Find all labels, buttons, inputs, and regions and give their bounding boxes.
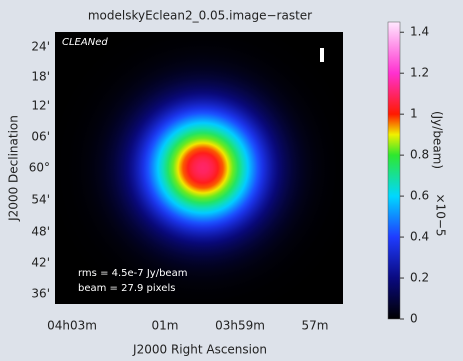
x-tick-label: 01m [152, 319, 179, 333]
annotation: rms = 4.5e-7 Jy/beam [78, 268, 187, 279]
colorbar-tick-label: 1.4 [410, 25, 429, 39]
y-tick-label: 06' [31, 130, 50, 144]
y-tick-label: 12' [31, 99, 50, 113]
colorbar-label: (Jy/beam) [431, 111, 445, 169]
y-tick-label: 36' [31, 287, 50, 301]
annotation: beam = 27.9 pixels [78, 283, 175, 294]
annotation: CLEANed [62, 37, 108, 48]
x-tick-label: 04h03m [47, 319, 97, 333]
x-tick-label: 03h59m [215, 319, 265, 333]
colorbar-tick-label: 0.6 [410, 189, 429, 203]
beam-marker [320, 48, 324, 62]
x-axis-label: J2000 Right Ascension [132, 343, 267, 357]
colorbar-tick-label: 0.8 [410, 148, 429, 162]
y-tick-label: 42' [31, 256, 50, 270]
y-tick-label: 48' [31, 225, 50, 239]
colorbar [388, 22, 400, 319]
chart: modelskyEclean2_0.05.image−raster J2000 … [0, 0, 463, 361]
colorbar-tick-label: 0 [410, 312, 418, 326]
y-tick-label: 18' [31, 70, 50, 84]
y-tick-label: 60° [29, 161, 50, 175]
colorbar-tick-label: 1.2 [410, 66, 429, 80]
y-tick-label: 24' [31, 40, 50, 54]
chart-title: modelskyEclean2_0.05.image−raster [88, 9, 312, 23]
colorbar-tick-label: 1 [410, 107, 418, 121]
colorbar-tick-label: 0.4 [410, 230, 429, 244]
colorbar-scale: ×10−5 [434, 193, 448, 236]
y-axis-label: J2000 Declination [7, 115, 21, 222]
y-tick-label: 54' [31, 193, 50, 207]
colorbar-tick-label: 0.2 [410, 271, 429, 285]
x-tick-label: 57m [302, 319, 329, 333]
